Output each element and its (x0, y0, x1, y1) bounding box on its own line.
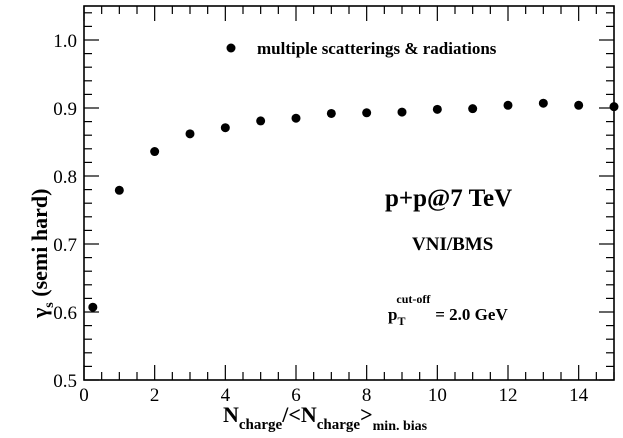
y-tick-label: 0.8 (53, 167, 77, 188)
y-tick-label: 0.6 (53, 303, 77, 324)
tick-labels: 0 2 4 6 8 10 12 14 0.5 0.6 0.7 0.8 0.9 1.0 (53, 31, 588, 406)
data-point (538, 98, 548, 108)
legend-marker (226, 43, 236, 53)
cutoff-annotation: pTcut-off = 2.0 GeV (388, 292, 508, 328)
x-tick-label: 8 (362, 385, 372, 406)
system-annotation: p+p@7 TeV (385, 185, 512, 212)
y-title-rest: (semi hard) (27, 189, 52, 303)
data-point (256, 116, 266, 126)
x-tick-label: 10 (428, 385, 447, 406)
x-tick-label: 0 (79, 385, 89, 406)
x-tick-label: 6 (291, 385, 301, 406)
data-point (185, 129, 195, 139)
y-title-gamma: γ (27, 308, 52, 319)
x-title-close: > (360, 402, 373, 427)
data-points (88, 98, 619, 312)
x-tick-label: 12 (499, 385, 518, 406)
data-point (291, 113, 301, 123)
y-tick-label: 0.9 (53, 99, 77, 120)
data-point (432, 104, 442, 114)
plot-frame (83, 5, 615, 381)
data-point (114, 185, 124, 195)
y-title-sub: s (42, 302, 57, 308)
x-title-sub3: min. bias (373, 419, 428, 434)
y-tick-label: 1.0 (53, 31, 77, 52)
data-point (88, 302, 98, 312)
data-point (574, 100, 584, 110)
cutoff-sub: T (397, 314, 405, 328)
y-axis-title: γs (semi hard) (27, 189, 57, 319)
x-tick-label: 4 (221, 385, 231, 406)
x-title-sub2: charge (317, 417, 361, 433)
x-tick-label: 14 (569, 385, 589, 406)
data-point (326, 108, 336, 118)
y-tick-label: 0.5 (53, 371, 77, 392)
cutoff-sup: cut-off (396, 292, 431, 306)
y-tick-label: 0.7 (53, 235, 77, 256)
legend: multiple scatterings & radiations (226, 39, 497, 58)
data-point (397, 107, 407, 117)
x-title-sub1: charge (239, 417, 283, 433)
x-title-mid: /<N (281, 402, 317, 427)
legend-entry: multiple scatterings & radiations (257, 39, 497, 58)
x-title-main: N (223, 402, 239, 427)
data-point (362, 108, 372, 118)
data-point (220, 123, 230, 133)
data-point (468, 104, 478, 114)
axis-ticks (83, 6, 615, 381)
data-point (150, 147, 160, 157)
cutoff-value: = 2.0 GeV (431, 305, 508, 324)
x-axis-title: Ncharge/<Ncharge>min. bias (223, 402, 428, 434)
model-annotation: VNI/BMS (412, 234, 493, 255)
data-point (503, 100, 513, 110)
x-tick-label: 2 (150, 385, 160, 406)
cutoff-p: p (388, 305, 397, 324)
